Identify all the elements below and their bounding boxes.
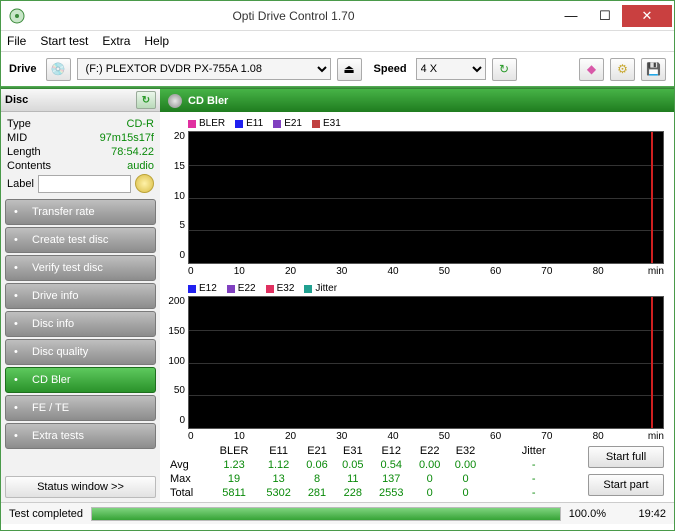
label-disc-button[interactable] <box>135 174 154 193</box>
mid-label: MID <box>7 132 27 144</box>
sidebar-cd-bler[interactable]: •CD Bler <box>5 367 156 393</box>
settings-button[interactable]: ⚙ <box>610 58 635 81</box>
disc-refresh-button[interactable]: ↻ <box>136 91 156 109</box>
save-button[interactable]: 💾 <box>641 58 666 81</box>
chart-top: 48 X40 X32 X24 X16 X8 X <box>188 131 664 264</box>
elapsed-time: 19:42 <box>606 508 666 520</box>
drive-label: Drive <box>9 63 37 75</box>
erase-button[interactable]: ◆ <box>579 58 604 81</box>
drive-icon-button[interactable]: 💿 <box>46 58 71 81</box>
refresh-button[interactable]: ↻ <box>492 58 517 81</box>
chart-title: CD Bler <box>188 95 228 107</box>
eject-button[interactable]: ⏏ <box>337 58 362 81</box>
mid-value: 97m15s17f <box>100 132 154 144</box>
minimize-button[interactable]: — <box>554 5 588 27</box>
menu-start-test[interactable]: Start test <box>40 34 88 48</box>
contents-label: Contents <box>7 160 51 172</box>
chart-bottom <box>188 296 664 429</box>
menu-file[interactable]: File <box>7 34 26 48</box>
sidebar-transfer-rate[interactable]: •Transfer rate <box>5 199 156 225</box>
start-full-button[interactable]: Start full <box>588 446 664 468</box>
sidebar-drive-info[interactable]: •Drive info <box>5 283 156 309</box>
sidebar-extra-tests[interactable]: •Extra tests <box>5 423 156 449</box>
app-icon <box>9 8 25 24</box>
maximize-button[interactable]: ☐ <box>588 5 622 27</box>
label-label: Label <box>7 178 34 190</box>
sidebar-disc-info[interactable]: •Disc info <box>5 311 156 337</box>
sidebar-fe-te[interactable]: •FE / TE <box>5 395 156 421</box>
sidebar-disc-quality[interactable]: •Disc quality <box>5 339 156 365</box>
speed-select[interactable]: 4 X <box>416 58 486 80</box>
sidebar-verify-test-disc[interactable]: •Verify test disc <box>5 255 156 281</box>
window-title: Opti Drive Control 1.70 <box>33 9 554 23</box>
status-text: Test completed <box>9 508 83 520</box>
contents-value: audio <box>127 160 154 172</box>
progress-bar <box>91 507 561 521</box>
length-value: 78:54.22 <box>111 146 154 158</box>
status-window-button[interactable]: Status window >> <box>5 476 156 498</box>
label-input[interactable] <box>38 175 131 193</box>
progress-percent: 100.0% <box>569 508 606 520</box>
type-value: CD-R <box>127 118 155 130</box>
menu-help[interactable]: Help <box>144 34 169 48</box>
menu-extra[interactable]: Extra <box>102 34 130 48</box>
start-part-button[interactable]: Start part <box>588 474 664 496</box>
speed-label: Speed <box>374 63 407 75</box>
type-label: Type <box>7 118 31 130</box>
sidebar-create-test-disc[interactable]: •Create test disc <box>5 227 156 253</box>
drive-select[interactable]: (F:) PLEXTOR DVDR PX-755A 1.08 <box>77 58 331 80</box>
length-label: Length <box>7 146 41 158</box>
disc-icon <box>168 94 182 108</box>
close-button[interactable]: ✕ <box>622 5 672 27</box>
disc-panel-title: Disc <box>5 94 28 106</box>
